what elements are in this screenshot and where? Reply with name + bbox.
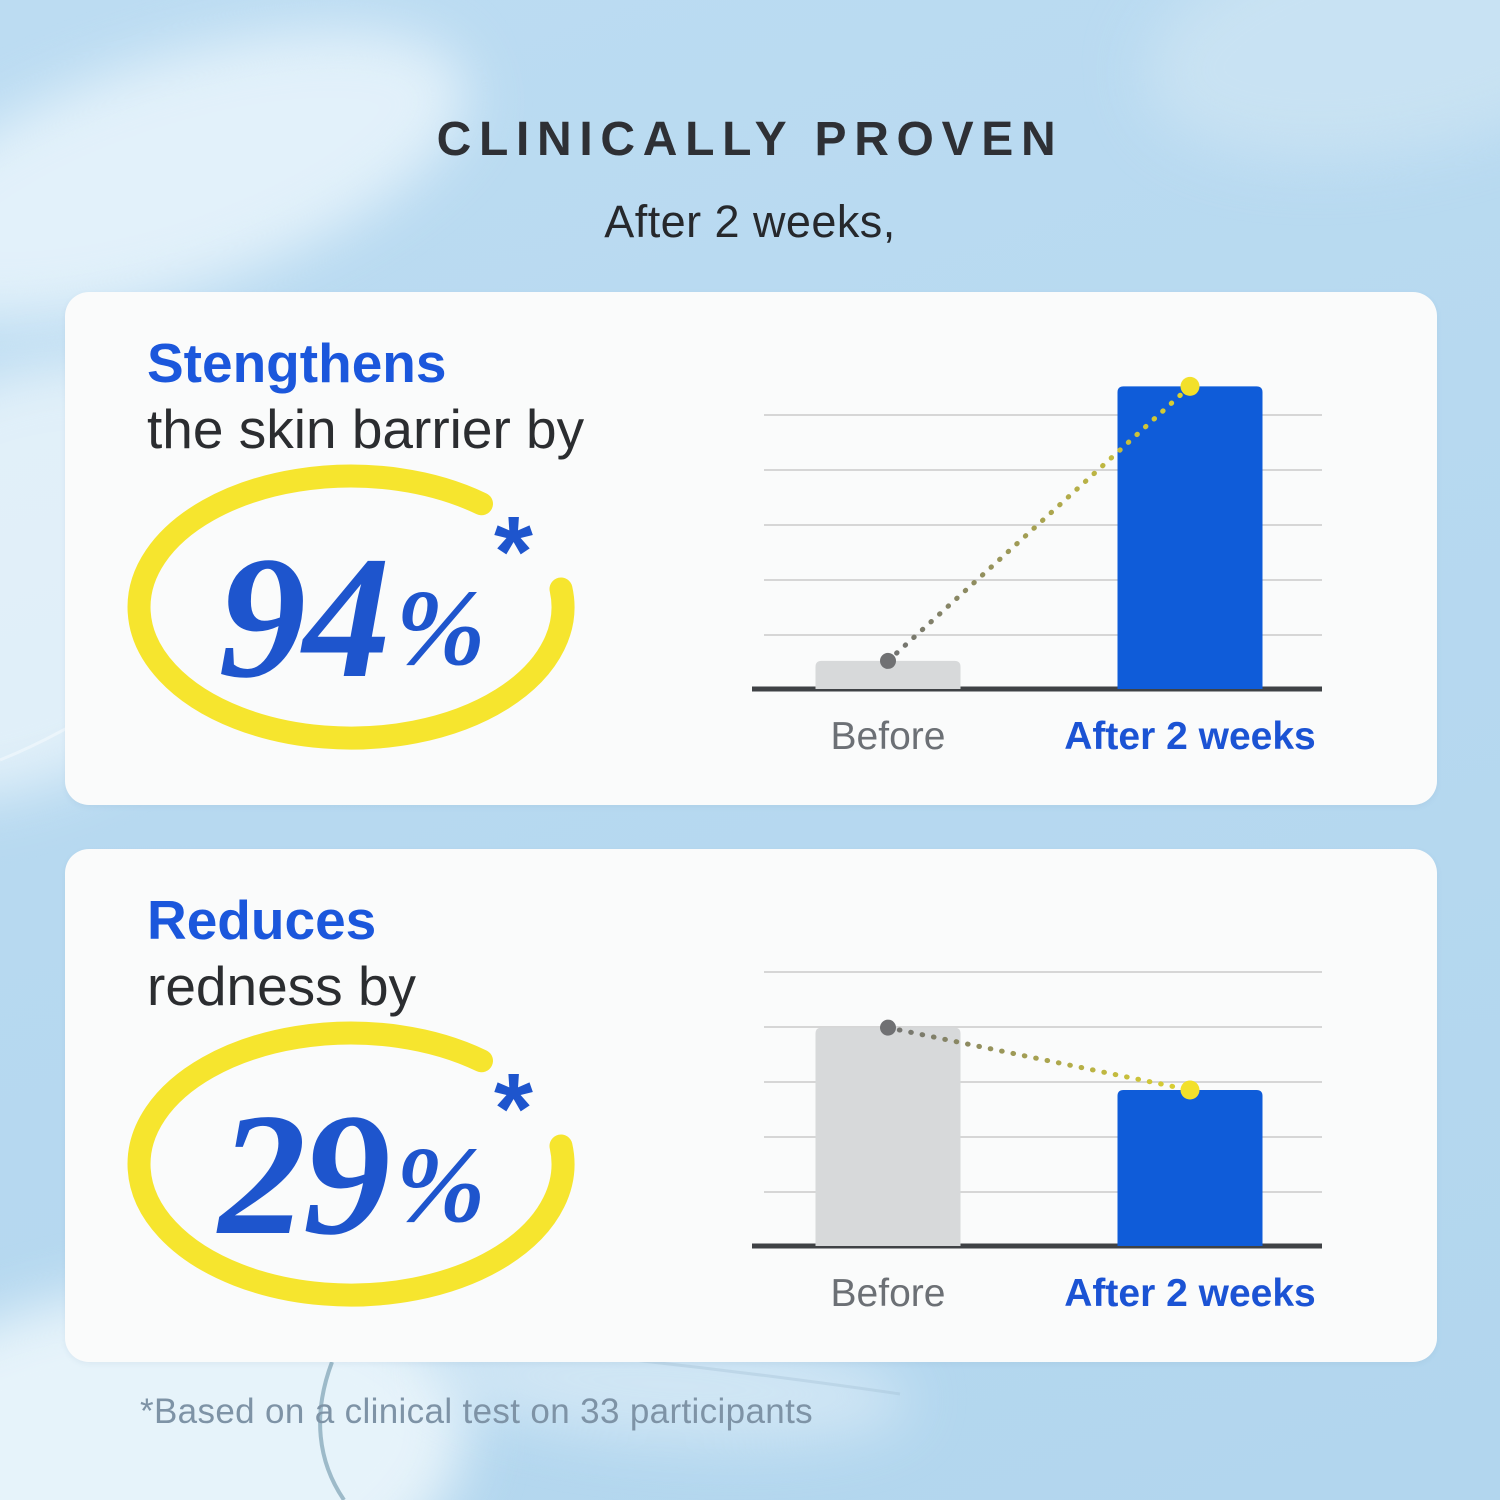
stat-number: 29 — [218, 1076, 391, 1271]
chart-label-after: After 2 weeks — [1064, 1272, 1316, 1315]
footnote: *Based on a clinical test on 33 particip… — [140, 1392, 814, 1431]
after-data-dot — [1180, 1080, 1200, 1100]
chart-label-after: After 2 weeks — [1064, 715, 1316, 758]
stat-highlight: 94% * — [122, 464, 592, 766]
bar-chart-canvas — [752, 924, 1322, 1254]
before-data-dot — [880, 1019, 896, 1036]
stat-value: 29% — [122, 1023, 582, 1319]
bar-chart-canvas — [752, 367, 1322, 697]
card-headline-rest: the skin barrier by — [147, 398, 585, 460]
card-headline-accent: Stengthens — [147, 332, 447, 394]
bar-chart — [752, 376, 1322, 692]
stat-asterisk: * — [494, 1053, 533, 1165]
card-headline: Stengthens the skin barrier by — [147, 330, 584, 462]
after-data-dot — [1180, 376, 1200, 396]
stat-value: 94% — [122, 466, 582, 762]
chart-label-before: Before — [830, 715, 946, 758]
stat-card-skin-barrier: Stengthens the skin barrier by 94% * Bef… — [65, 292, 1437, 805]
page-subtitle: After 2 weeks, — [604, 196, 896, 247]
stat-asterisk: * — [494, 496, 533, 608]
chart-label-before: Before — [830, 1272, 946, 1315]
stat-percent-sign: % — [395, 1126, 486, 1245]
stat-number: 94 — [218, 519, 391, 714]
stat-percent-sign: % — [395, 569, 486, 688]
page-title: CLINICALLY PROVEN — [436, 113, 1064, 166]
trend-dotted-line — [885, 1025, 1193, 1093]
bar-chart — [752, 971, 1322, 1249]
chart-redness: Before After 2 weeks — [752, 924, 1322, 1344]
before-data-dot — [880, 652, 896, 669]
stat-card-redness: Reduces redness by 29% * Before After 2 … — [65, 849, 1437, 1362]
card-headline-accent: Reduces — [147, 889, 377, 951]
stat-highlight: 29% * — [122, 1021, 592, 1323]
trend-dotted-line — [885, 383, 1193, 664]
yellow-emphasis-circle-icon — [127, 1021, 575, 1307]
chart-skin-barrier: Before After 2 weeks — [752, 367, 1322, 787]
background-swirl — [1120, 0, 1500, 204]
bar-after — [1117, 386, 1263, 689]
card-headline: Reduces redness by — [147, 887, 416, 1019]
yellow-emphasis-circle-icon — [127, 464, 575, 750]
bar-before — [815, 1027, 961, 1246]
bar-before — [815, 660, 961, 689]
bar-after — [1117, 1090, 1263, 1246]
card-headline-rest: redness by — [147, 955, 417, 1017]
